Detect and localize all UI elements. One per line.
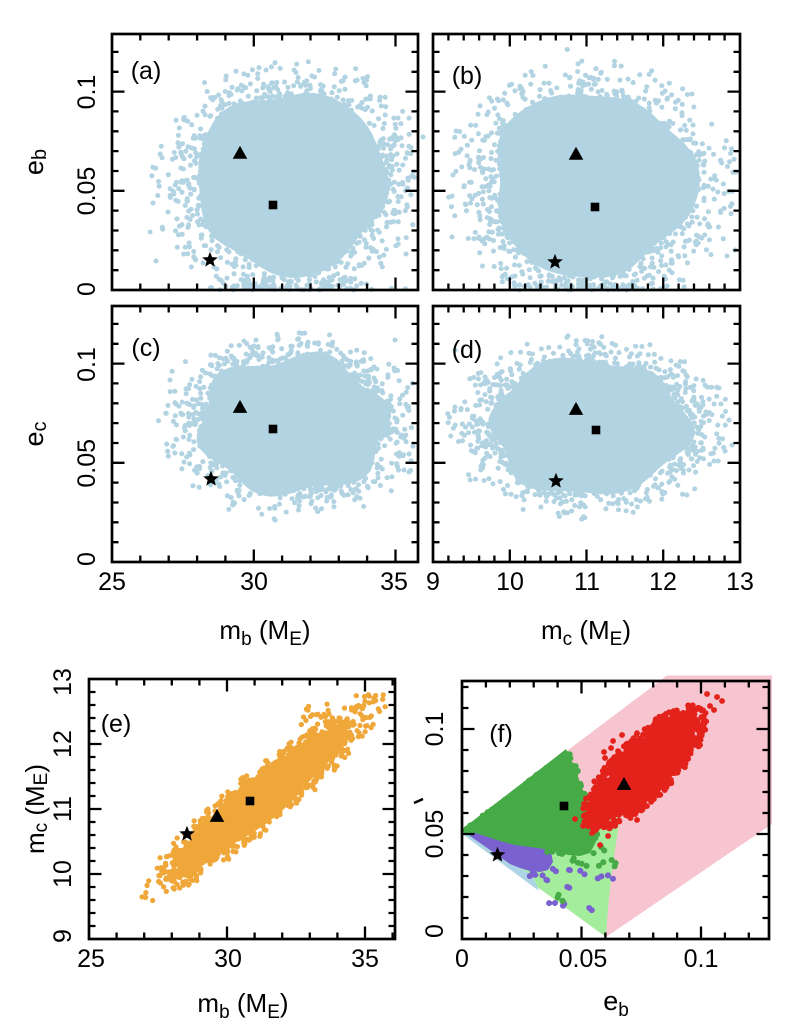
svg-text:13: 13 <box>726 568 754 596</box>
svg-text:0: 0 <box>455 945 469 973</box>
svg-text:0.1: 0.1 <box>73 347 101 382</box>
svg-text:0.05: 0.05 <box>73 439 101 488</box>
svg-text:0: 0 <box>73 282 101 296</box>
svg-text:0.05: 0.05 <box>73 167 101 216</box>
svg-text:25: 25 <box>98 568 126 596</box>
svg-text:12: 12 <box>49 730 77 758</box>
svg-text:0.05: 0.05 <box>421 810 449 859</box>
svg-text:13: 13 <box>49 668 77 696</box>
svg-text:0: 0 <box>73 552 101 566</box>
svg-text:30: 30 <box>240 568 268 596</box>
svg-text:(d): (d) <box>452 336 483 364</box>
svg-text:35: 35 <box>380 568 408 596</box>
svg-text:10: 10 <box>49 860 77 888</box>
svg-text:mb (ME): mb (ME) <box>219 615 310 650</box>
svg-text:0.1: 0.1 <box>421 712 449 747</box>
svg-text:mc (ME): mc (ME) <box>541 615 631 650</box>
svg-text:35: 35 <box>351 945 379 973</box>
svg-text:0.1: 0.1 <box>684 945 719 973</box>
svg-text:mc (ME): mc (ME) <box>20 764 52 854</box>
svg-text:(a): (a) <box>131 57 162 85</box>
svg-text:25: 25 <box>77 945 105 973</box>
svg-text:11: 11 <box>574 568 600 596</box>
svg-text:10: 10 <box>496 568 524 596</box>
svg-text:12: 12 <box>649 568 677 596</box>
svg-text:0.05: 0.05 <box>559 945 608 973</box>
svg-text:9: 9 <box>426 568 440 596</box>
svg-text:30: 30 <box>214 945 242 973</box>
svg-text:(f): (f) <box>489 720 513 748</box>
svg-text:9: 9 <box>49 929 77 943</box>
svg-text:eb: eb <box>603 986 629 1021</box>
svg-text:11: 11 <box>49 796 77 822</box>
svg-text:0: 0 <box>421 924 449 938</box>
svg-text:0.1: 0.1 <box>73 75 101 110</box>
svg-text:(e): (e) <box>101 710 132 738</box>
svg-text:(c): (c) <box>131 334 160 362</box>
svg-text:(b): (b) <box>452 62 483 90</box>
